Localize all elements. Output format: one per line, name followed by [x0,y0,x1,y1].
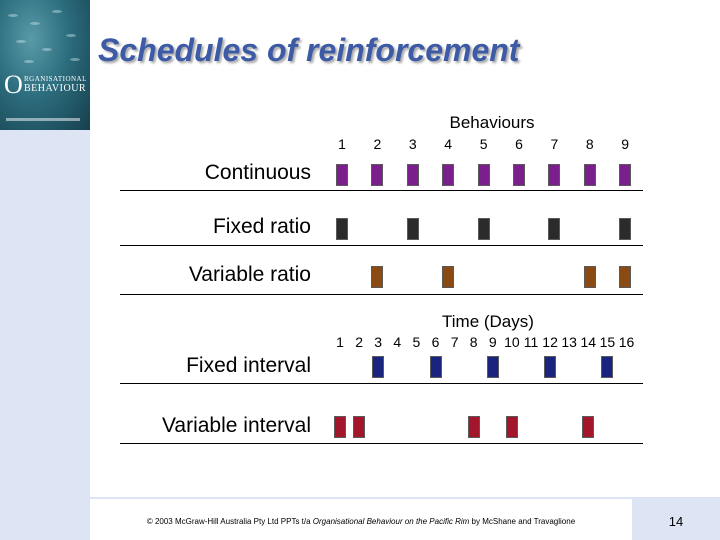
axis-tick-label: 10 [504,334,520,350]
reinforcement-mark [544,356,557,378]
reinforcement-mark [486,356,499,378]
reinforcement-mark [336,218,348,240]
reinforcement-mark [371,164,384,186]
fish-shape [24,60,34,63]
axis-tick-label: 2 [373,136,382,152]
reinforcement-mark [406,218,419,240]
reinforcement-mark [467,416,480,438]
fish-shape [66,34,76,37]
axis-tick-label: 2 [355,334,363,350]
fish-shape [30,22,40,25]
row-baseline [120,190,643,191]
cover-logo-line1: RGANISATIONAL [24,75,87,83]
footer-prefix: © 2003 McGraw-Hill Australia Pty Ltd PPT… [146,517,313,526]
schedule-row-label: Fixed interval [186,354,311,377]
fish-shape [52,10,62,13]
axis-tick-label: 3 [408,136,417,152]
reinforcement-mark [353,416,366,438]
axis-tick-label: 9 [488,334,497,350]
footer-box: © 2003 McGraw-Hill Australia Pty Ltd PPT… [90,499,632,540]
axis-tick-label: 3 [374,334,383,350]
fish-shape [70,58,80,61]
fish-shape [16,40,26,43]
axis-tick-label: 1 [338,136,346,152]
axis-tick-label: 4 [444,136,453,152]
reinforcement-mark [442,266,455,288]
axis-tick-label: 1 [336,334,344,350]
axis-title: Behaviours [449,113,535,132]
axis-tick-label: 14 [580,334,597,350]
reinforcement-mark [505,416,518,438]
schedule-row-label: Variable interval [161,414,311,437]
row-baseline [120,383,643,384]
schedule-row-label: Fixed ratio [212,215,311,238]
reinforcement-mark [336,164,348,186]
reinforcement-mark [548,164,561,186]
cover-logo-line2: BEHAVIOUR [24,83,87,94]
axis-title: Time (Days) [442,312,534,331]
reinforcement-mark [583,164,596,186]
axis-tick-label: 11 [523,334,539,350]
axis-tick-label: 6 [431,334,440,350]
axis-tick-label: 15 [599,334,616,350]
page-number: 14 [668,514,684,529]
reinforcement-mark [334,416,346,438]
row-baseline [120,245,643,246]
fish-shape [8,14,18,17]
footer-book-title: Organisational Behaviour on the Pacific … [312,517,470,526]
reinforcement-mark [583,266,596,288]
axis-tick-label: 16 [618,334,635,350]
axis-tick-label: 12 [542,334,558,350]
axis-tick-label: 8 [469,334,478,350]
axis-tick-label: 8 [585,136,594,152]
axis-tick-label: 7 [450,334,459,350]
reinforcement-mark [477,164,490,186]
fish-shape [42,48,52,51]
cover-strip [6,118,80,121]
book-cover-logo: O RGANISATIONAL BEHAVIOUR [4,72,88,98]
axis-tick-label: 9 [621,136,630,152]
axis-tick-label: 6 [515,136,523,152]
reinforcement-mark [429,356,442,378]
row-baseline [120,443,643,444]
schedule-row-label: Variable ratio [188,263,311,286]
reinforcement-mark [619,218,632,240]
reinforcement-mark [372,356,385,378]
axis-tick-label: 4 [393,334,402,350]
reinforcement-mark [548,218,561,240]
reinforcement-mark [601,356,614,378]
reinforcement-mark [406,164,419,186]
book-cover-image: O RGANISATIONAL BEHAVIOUR [0,0,90,130]
axis-tick-label: 13 [561,334,577,350]
reinforcement-mark [582,416,595,438]
slide-title: Schedules of reinforcement [98,32,520,68]
axis-tick-label: 5 [479,136,488,152]
footer-suffix: by McShane and Travaglione [469,517,576,526]
reinforcement-mark [477,218,490,240]
reinforcement-mark [513,164,525,186]
reinforcement-mark [442,164,455,186]
reinforcement-mark [371,266,384,288]
cover-logo-letter: O [4,70,23,99]
reinforcement-mark [619,164,632,186]
axis-tick-label: 5 [412,334,421,350]
reinforcement-mark [619,266,632,288]
row-baseline [120,294,643,295]
footer-text: © 2003 McGraw-Hill Australia Pty Ltd PPT… [90,517,632,526]
schedule-row-label: Continuous [204,161,311,184]
axis-tick-label: 7 [550,136,559,152]
